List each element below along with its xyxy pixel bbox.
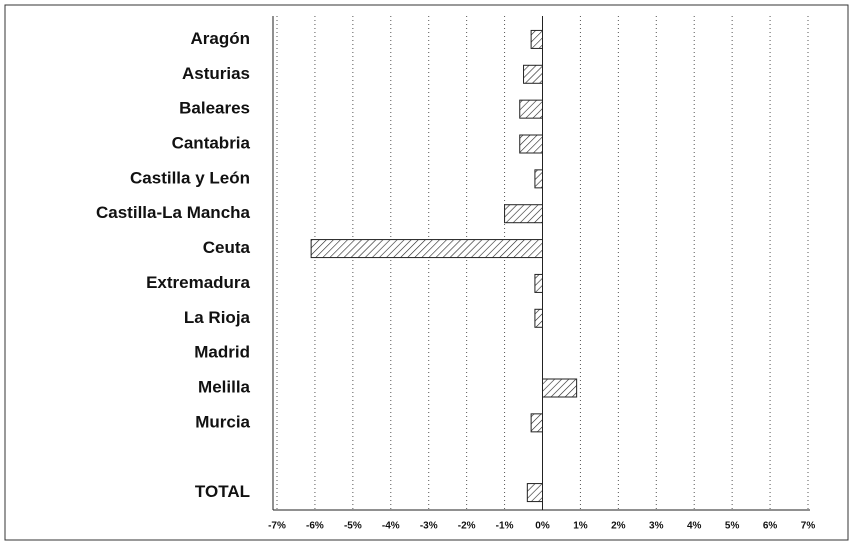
x-tick-label: 0%	[535, 521, 550, 532]
x-tick-label: -6%	[306, 521, 324, 532]
category-label: Aragón	[191, 29, 251, 48]
bar	[530, 29, 543, 49]
category-label: Asturias	[182, 64, 250, 83]
x-tick-label: 6%	[763, 521, 778, 532]
category-label: Cantabria	[172, 133, 251, 152]
bar	[523, 64, 543, 84]
bar	[542, 378, 578, 398]
x-tick-label: -3%	[420, 521, 438, 532]
x-tick-label: -7%	[268, 521, 286, 532]
bar	[310, 239, 543, 259]
frame	[4, 4, 849, 541]
bar	[526, 483, 543, 503]
x-tick-label: -2%	[458, 521, 476, 532]
bar	[530, 413, 543, 433]
x-tick-label: 4%	[687, 521, 702, 532]
category-label: Baleares	[179, 99, 250, 118]
x-tick-label: 7%	[801, 521, 816, 532]
category-label: Extremadura	[146, 273, 250, 292]
category-label: Castilla y León	[130, 168, 250, 187]
x-tick-label: 5%	[725, 521, 740, 532]
category-label: La Rioja	[184, 308, 251, 327]
category-label: Murcia	[195, 412, 250, 431]
category-label: Melilla	[198, 377, 251, 396]
category-label: Ceuta	[203, 238, 251, 257]
x-tick-label: 3%	[649, 521, 664, 532]
bar	[534, 273, 544, 293]
x-tick-label: -4%	[382, 521, 400, 532]
x-tick-label: -5%	[344, 521, 362, 532]
bar	[534, 308, 544, 328]
bar	[519, 134, 544, 154]
bar	[534, 169, 544, 189]
bar	[504, 204, 544, 224]
x-tick-label: -1%	[496, 521, 514, 532]
x-tick-label: 1%	[573, 521, 588, 532]
x-tick-label: 2%	[611, 521, 626, 532]
bar	[519, 99, 544, 119]
category-label: TOTAL	[195, 482, 250, 501]
category-label: Madrid	[194, 343, 250, 362]
category-label: Castilla-La Mancha	[96, 203, 251, 222]
